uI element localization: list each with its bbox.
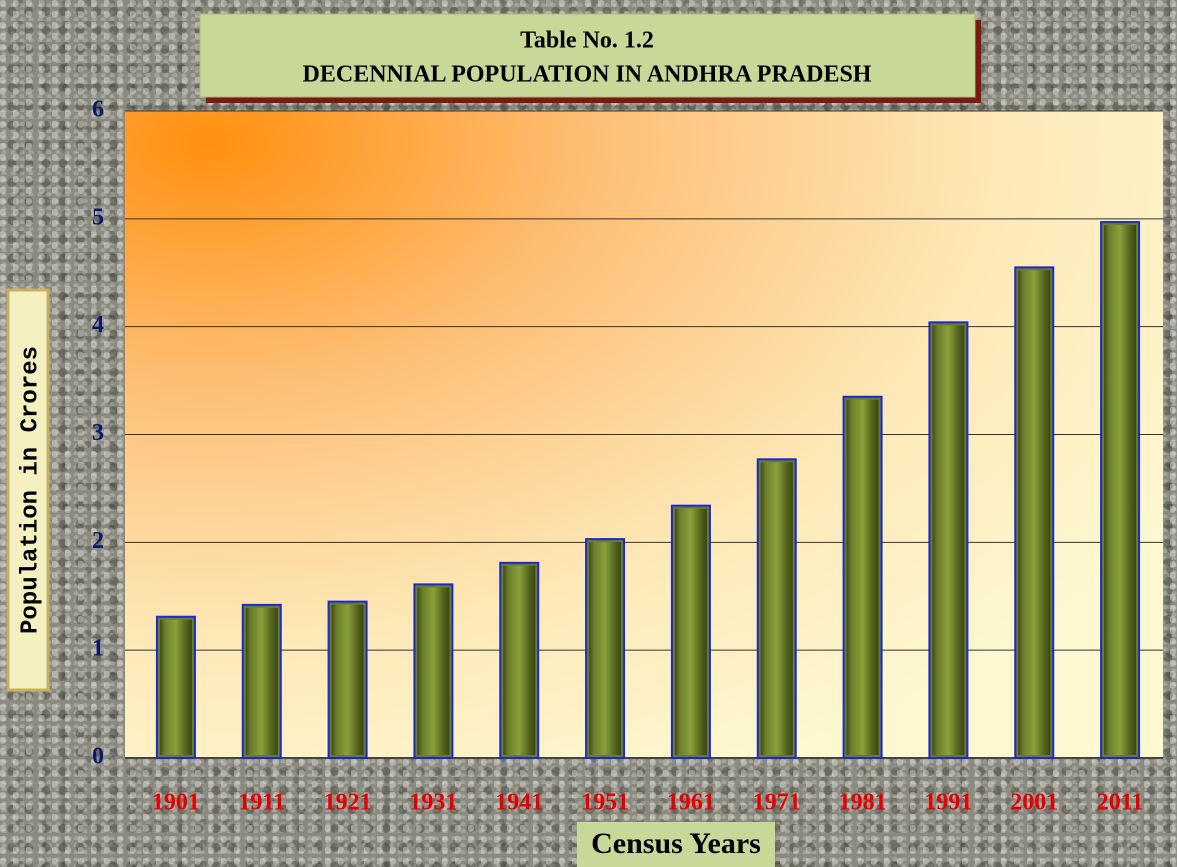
bar-bevel: [847, 400, 879, 755]
x-tick-label: 1981: [839, 790, 887, 816]
bar-bevel: [160, 620, 192, 755]
bar-bevel: [1018, 270, 1050, 755]
y-tick-label: 1: [92, 636, 104, 662]
bar-bevel: [417, 587, 449, 755]
bar-bevel: [589, 542, 621, 755]
y-axis-label: Population in Crores: [17, 346, 44, 634]
bar-bevel: [246, 608, 278, 755]
x-tick-label: 1991: [924, 790, 972, 816]
chart-title: Table No. 1.2: [520, 28, 654, 54]
y-tick-label: 0: [92, 744, 104, 770]
y-tick-label: 4: [92, 312, 104, 338]
y-tick-label: 2: [92, 528, 104, 554]
chart-subtitle: DECENNIAL POPULATION IN ANDHRA PRADESH: [303, 62, 872, 88]
bar-bevel: [675, 509, 707, 755]
bar-bevel: [332, 605, 364, 755]
bar-bevel: [932, 325, 964, 755]
x-tick-label: 1921: [324, 790, 372, 816]
x-tick-label: 1931: [409, 790, 457, 816]
y-tick-label: 6: [92, 97, 104, 123]
bar-bevel: [1104, 225, 1136, 755]
bar-bevel: [503, 566, 535, 755]
x-tick-label: 1971: [753, 790, 801, 816]
x-tick-label: 1961: [667, 790, 715, 816]
chart: Table No. 1.2 DECENNIAL POPULATION IN AN…: [0, 0, 1177, 867]
x-tick-label: 1951: [581, 790, 629, 816]
x-axis-label: Census Years: [591, 827, 761, 860]
x-tick-label: 1911: [238, 790, 285, 816]
y-tick-label: 5: [92, 204, 104, 230]
x-tick-label: 1941: [495, 790, 543, 816]
y-tick-label: 3: [92, 420, 104, 446]
x-tick-label: 1901: [152, 790, 200, 816]
x-tick-label: 2001: [1010, 790, 1058, 816]
bar-bevel: [761, 462, 793, 755]
x-tick-label: 2011: [1097, 790, 1144, 816]
